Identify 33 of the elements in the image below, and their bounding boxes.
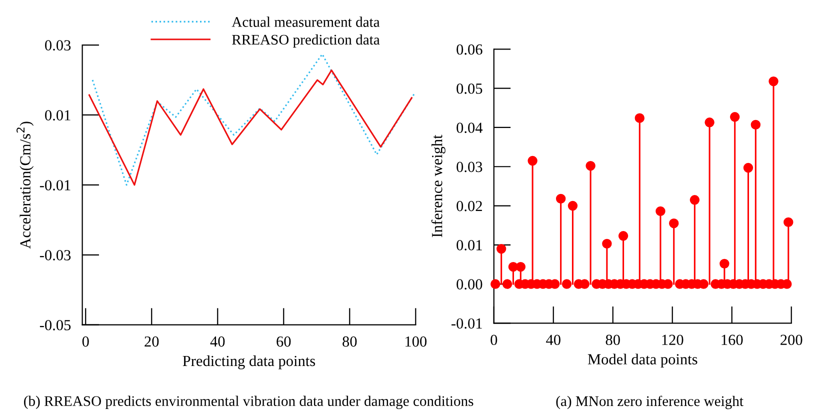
y-tick-label: -0.01 [452, 318, 482, 329]
y-tick-label: 0.00 [456, 279, 482, 290]
x-tick-label: 100 [406, 336, 427, 347]
x-tick-label: 0 [82, 336, 89, 347]
y-tick-label: 0.05 [456, 83, 482, 94]
y-tick-label: -0.05 [40, 320, 71, 330]
y-tick-label: -0.03 [40, 250, 71, 260]
x-tick-label: 80 [606, 334, 620, 346]
x-axis-title: Predicting data points [182, 355, 316, 370]
y-tick-label: 0.02 [456, 200, 482, 212]
y-tick-label: 0.03 [45, 40, 71, 51]
x-tick-label: 200 [780, 334, 802, 346]
y-axis-title: Acceleration(Cm/s$^{2}$) [16, 122, 34, 249]
x-tick-label: 120 [662, 334, 684, 346]
x-tick-label: 60 [276, 336, 291, 347]
text: (b) RREASO predicts environmental vibration data under damage conditions [24, 396, 474, 410]
y-tick-label: -0.01 [40, 180, 70, 190]
y-axis-title: Inference weight [431, 134, 446, 238]
x-tick-label: 40 [546, 334, 560, 346]
y-tick-label: 0.01 [45, 110, 70, 121]
legend-label: Actual measurement data [232, 16, 380, 27]
y-tick-label: 0.03 [456, 162, 482, 172]
x-axis-title: Model data points [588, 354, 698, 368]
x-tick-label: 160 [722, 334, 743, 346]
y-tick-label: 0.01 [456, 240, 482, 250]
y-tick-label: 0.06 [456, 44, 482, 55]
x-tick-label: 0 [490, 334, 498, 346]
x-tick-label: 40 [210, 336, 225, 347]
x-tick-label: 80 [342, 336, 357, 347]
x-tick-label: 20 [144, 336, 159, 347]
legend-label: RREASO prediction data [232, 34, 380, 48]
text: (a) MNon zero inference weight [556, 396, 744, 410]
y-tick-label: 0.04 [456, 122, 483, 133]
